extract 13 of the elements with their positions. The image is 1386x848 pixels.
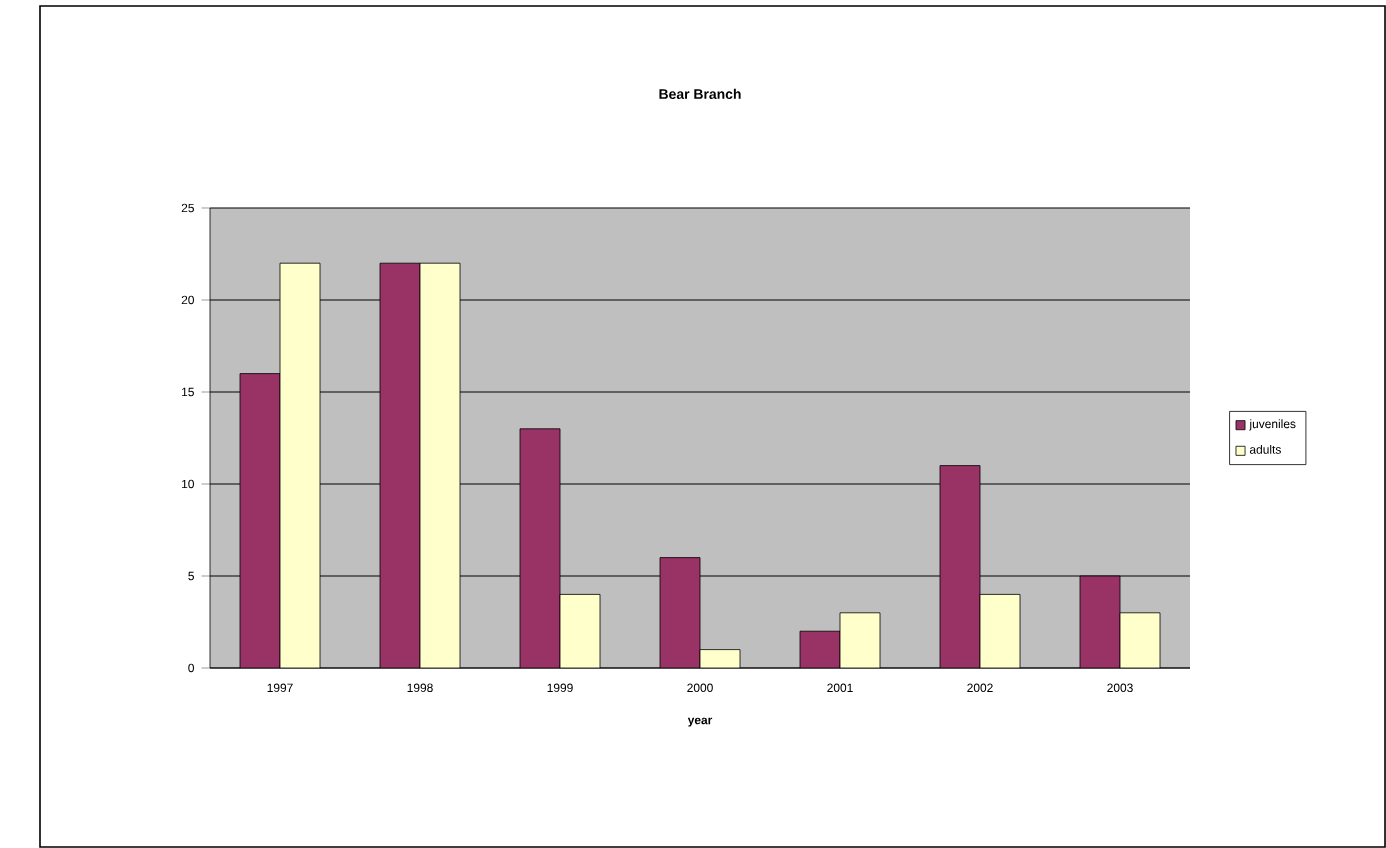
bar [1119,612,1161,668]
bar [799,630,841,668]
bar [519,428,561,668]
bar [559,594,601,668]
bar [419,262,461,668]
bar [659,557,701,668]
bar [839,612,881,668]
bar [279,262,321,668]
bar [239,373,281,668]
bar [979,594,1021,668]
bar [379,262,421,668]
bar [1079,575,1121,668]
bar [939,465,981,668]
